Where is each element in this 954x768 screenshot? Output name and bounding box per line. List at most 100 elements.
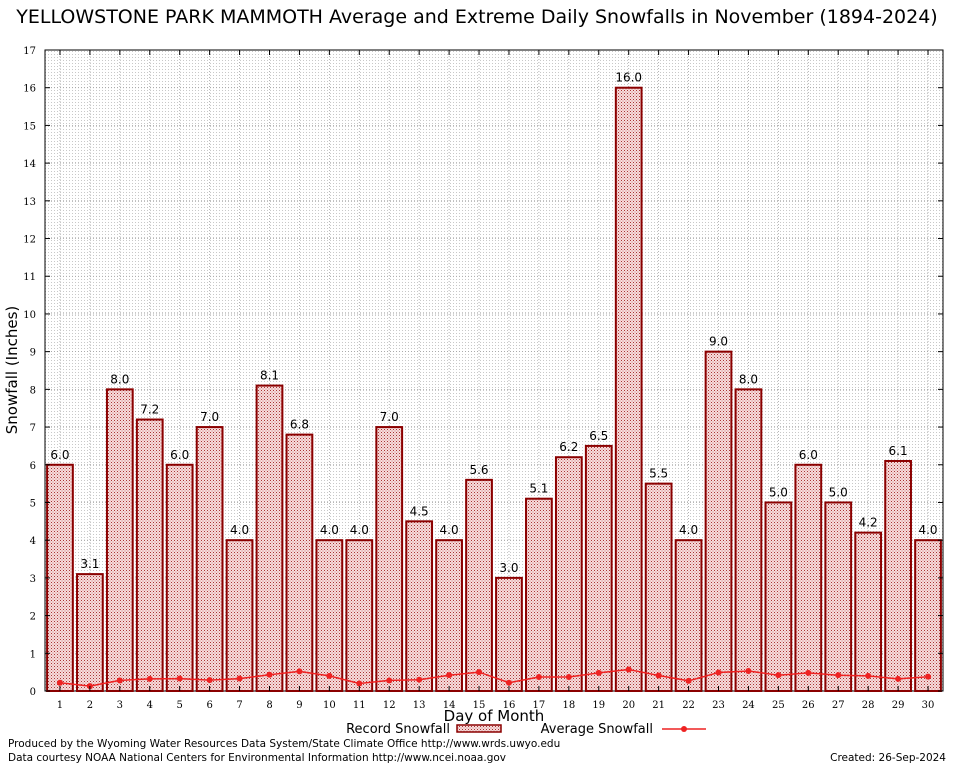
y-tick-label-8: 8: [30, 385, 36, 396]
bar-value-label-day-24: 8.0: [739, 372, 758, 386]
bar-value-label-day-23: 9.0: [709, 335, 728, 349]
bar-value-label-day-2: 3.1: [80, 557, 99, 571]
legend: Record Snowfall Average Snowfall: [346, 722, 706, 737]
y-axis-label: Snowfall (Inches): [3, 306, 21, 434]
record-bar-day-11: [345, 539, 374, 692]
record-bar-day-27: [824, 501, 853, 692]
bar-value-label-day-30: 4.0: [918, 523, 937, 537]
record-bar-day-29: [884, 459, 912, 692]
x-tick-label-8: 8: [266, 700, 272, 711]
x-tick-label-18: 18: [562, 700, 575, 711]
y-tick-label-17: 17: [23, 46, 36, 57]
average-point-day-5: [176, 675, 183, 682]
record-bar-day-3: [105, 388, 134, 692]
y-tick-label-9: 9: [30, 348, 36, 359]
average-point-day-16: [505, 679, 512, 686]
record-bar-day-19: [584, 444, 613, 693]
bar-value-label-day-3: 8.0: [110, 372, 129, 386]
average-point-day-14: [446, 672, 453, 679]
x-tick-label-27: 27: [832, 700, 845, 711]
bar-value-label-day-4: 7.2: [140, 403, 159, 417]
footer-produced-by: Produced by the Wyoming Water Resources …: [8, 738, 561, 750]
average-point-day-17: [535, 674, 542, 681]
legend-average-label: Average Snowfall: [541, 722, 653, 737]
y-tick-label-12: 12: [23, 235, 36, 246]
bar-value-label-day-5: 6.0: [170, 448, 189, 462]
average-point-day-22: [685, 677, 692, 684]
bar-value-label-day-20: 16.0: [615, 71, 642, 85]
y-tick-label-15: 15: [23, 121, 36, 132]
record-bar-day-8: [255, 384, 284, 692]
record-bar-day-7: [225, 539, 254, 692]
y-tick-label-4: 4: [30, 536, 36, 547]
bar-value-label-day-17: 5.1: [529, 482, 548, 496]
y-tick-label-10: 10: [23, 310, 36, 321]
x-tick-label-15: 15: [473, 700, 486, 711]
y-tick-label-3: 3: [30, 574, 36, 585]
average-point-day-30: [925, 673, 932, 680]
x-tick-label-21: 21: [652, 700, 665, 711]
legend-record-swatch: [456, 724, 502, 733]
average-point-day-8: [266, 671, 273, 678]
average-point-day-26: [805, 669, 812, 676]
record-bar-day-21: [644, 482, 673, 692]
record-bar-day-1: [46, 463, 74, 692]
y-tick-label-7: 7: [30, 423, 36, 434]
average-point-day-24: [745, 668, 752, 675]
average-point-day-21: [655, 672, 662, 679]
average-point-day-25: [775, 672, 782, 679]
record-bar-day-2: [76, 573, 104, 692]
average-point-day-15: [476, 669, 483, 676]
x-tick-label-7: 7: [236, 700, 242, 711]
bar-value-label-day-9: 6.8: [290, 418, 309, 432]
average-point-day-13: [416, 676, 423, 683]
bar-value-label-day-19: 6.5: [589, 429, 608, 443]
y-tick-label-6: 6: [30, 461, 36, 472]
average-point-day-3: [116, 677, 123, 684]
x-tick-label-10: 10: [323, 700, 336, 711]
legend-average-marker: [681, 726, 687, 732]
bar-value-label-day-27: 5.0: [829, 485, 848, 499]
y-tick-label-11: 11: [23, 272, 36, 283]
legend-record-label: Record Snowfall: [346, 722, 450, 737]
bar-value-label-day-28: 4.2: [859, 516, 878, 530]
average-point-day-28: [865, 672, 872, 679]
record-bar-day-10: [315, 539, 344, 692]
x-tick-label-5: 5: [177, 700, 183, 711]
record-bar-day-23: [704, 350, 733, 692]
bar-value-label-day-12: 7.0: [380, 410, 399, 424]
x-tick-label-6: 6: [206, 700, 212, 711]
average-point-day-23: [715, 669, 722, 676]
y-tick-label-2: 2: [30, 612, 36, 623]
record-bar-day-17: [525, 497, 553, 693]
record-bar-day-24: [734, 388, 763, 692]
bar-value-label-day-29: 6.1: [889, 444, 908, 458]
x-tick-label-3: 3: [117, 700, 123, 711]
record-bar-day-22: [674, 539, 703, 692]
average-snowfall-line: [59, 668, 929, 687]
bar-value-label-day-14: 4.0: [440, 523, 459, 537]
x-tick-label-29: 29: [892, 700, 905, 711]
plot-area: [44, 49, 944, 692]
x-tick-label-26: 26: [802, 700, 815, 711]
average-point-day-29: [895, 675, 902, 682]
x-tick-label-1: 1: [57, 700, 63, 711]
x-tick-label-14: 14: [443, 700, 456, 711]
bars: [46, 86, 942, 693]
bar-value-label-day-15: 5.6: [469, 463, 488, 477]
bar-value-label-day-7: 4.0: [230, 523, 249, 537]
x-tick-label-13: 13: [413, 700, 426, 711]
average-point-day-9: [296, 668, 303, 675]
x-tick-label-4: 4: [147, 700, 153, 711]
record-bar-day-4: [135, 418, 164, 692]
average-point-day-6: [206, 677, 213, 684]
x-tick-label-2: 2: [87, 700, 93, 711]
record-bar-day-15: [465, 478, 493, 692]
x-tick-label-20: 20: [622, 700, 635, 711]
y-tick-label-0: 0: [30, 687, 36, 698]
record-bar-day-12: [375, 426, 404, 692]
average-line: [56, 666, 932, 690]
y-tick-label-14: 14: [23, 159, 36, 170]
